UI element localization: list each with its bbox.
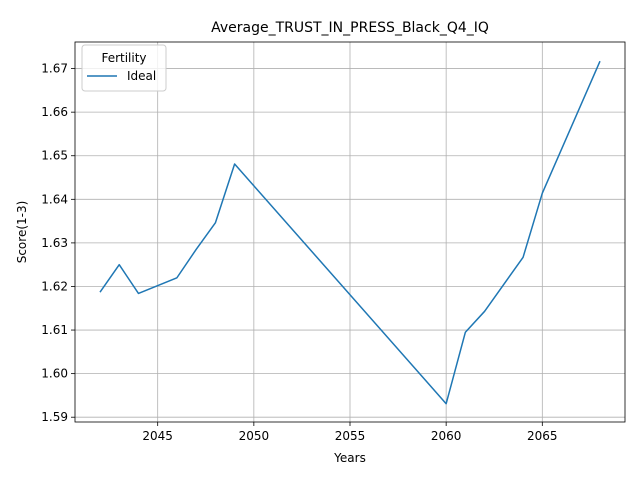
- x-tick-label: 2065: [527, 429, 558, 443]
- y-tick-label: 1.67: [41, 62, 68, 76]
- x-axis-label: Years: [333, 451, 366, 465]
- y-tick-label: 1.61: [41, 323, 68, 337]
- y-tick-label: 1.59: [41, 410, 68, 424]
- legend: Fertility Ideal: [81, 44, 167, 92]
- series-line-ideal: [99, 60, 601, 405]
- legend-title: Fertility: [101, 51, 146, 65]
- y-tick-label: 1.65: [41, 149, 68, 163]
- y-tick-label: 1.60: [41, 367, 68, 381]
- tick-layer: 2045 2050 2055 2060 2065 1.59 1.60 1.61 1.62 1.63…: [41, 62, 557, 443]
- x-tick-label: 2060: [431, 429, 462, 443]
- y-tick-label: 1.64: [41, 192, 68, 206]
- y-axis-label: Score(1-3): [15, 201, 29, 264]
- legend-label-ideal: Ideal: [127, 69, 156, 83]
- y-tick-label: 1.66: [41, 105, 68, 119]
- y-tick-label: 1.63: [41, 236, 68, 250]
- y-tick-label: 1.62: [41, 279, 68, 293]
- x-tick-label: 2055: [335, 429, 366, 443]
- chart-title: Average_TRUST_IN_PRESS_Black_Q4_IQ: [211, 20, 489, 36]
- legend-box: [81, 44, 167, 92]
- grid-layer: [75, 42, 625, 422]
- series-layer: [99, 60, 601, 405]
- x-tick-label: 2045: [142, 429, 173, 443]
- x-tick-label: 2050: [239, 429, 270, 443]
